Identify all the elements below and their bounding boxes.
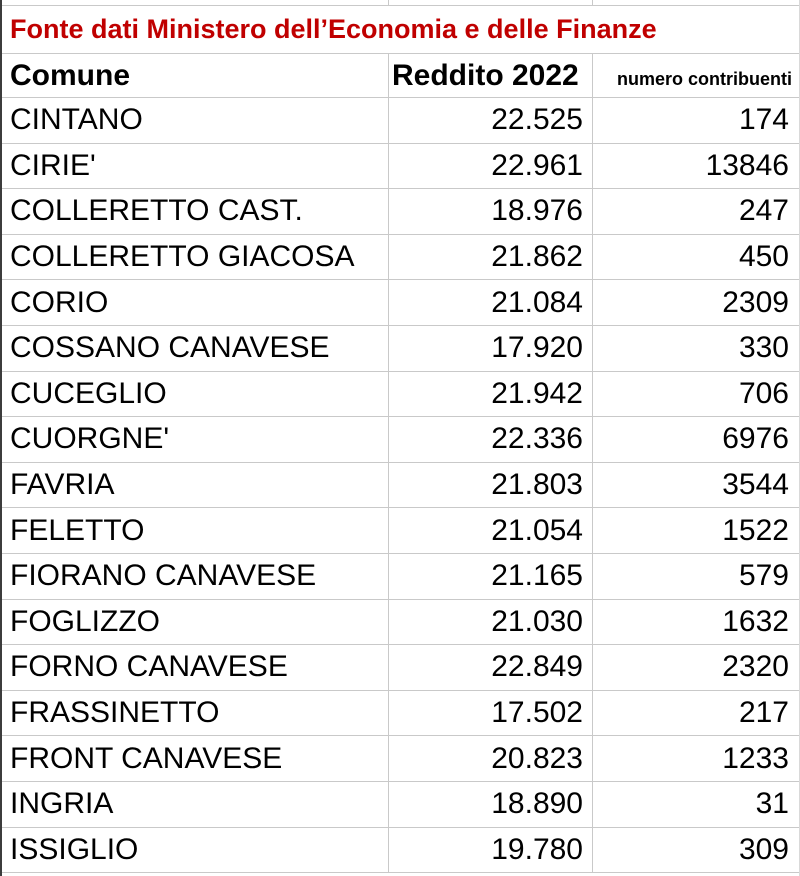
comune-cell[interactable]: FAVRIA <box>2 462 389 508</box>
reddito-cell[interactable]: 20.823 <box>389 736 593 781</box>
reddito-cell[interactable]: 18.976 <box>389 189 593 234</box>
contribuenti-cell[interactable]: 450 <box>738 240 789 274</box>
table-row: FAVRIA 21.803 3544 <box>2 462 799 509</box>
table-row: COSSANO CANAVESE 17.920 330 <box>2 325 799 372</box>
table-row: COLLERETTO CAST. 18.976 247 <box>2 189 799 235</box>
partial-cell <box>593 0 799 5</box>
partial-cell <box>2 0 389 5</box>
comune-cell[interactable]: FRASSINETTO <box>2 690 389 736</box>
table-header-row: Comune Reddito 2022 numero contribuenti <box>2 54 799 98</box>
contribuenti-cell[interactable]: 6976 <box>722 422 789 456</box>
contribuenti-cell[interactable]: 309 <box>738 832 789 866</box>
contribuenti-cell[interactable]: 706 <box>738 376 789 410</box>
header-reddito-2022[interactable]: Reddito 2022 <box>389 54 593 97</box>
table-body: CINTANO 22.525 174 CIRIE' 22.961 13846 COLLERE… <box>2 98 799 874</box>
table-row: CUORGNE' 22.336 6976 <box>2 417 799 463</box>
table-row: CIRIE' 22.961 13846 <box>2 143 799 190</box>
contribuenti-cell[interactable]: 3544 <box>722 468 789 502</box>
comune-cell[interactable]: CUCEGLIO <box>2 371 389 417</box>
table-row: FIORANO CANAVESE 21.165 579 <box>2 553 799 600</box>
table-row: FRASSINETTO 17.502 217 <box>2 690 799 737</box>
contribuenti-cell[interactable]: 330 <box>738 331 789 365</box>
table-row: INGRIA 18.890 31 <box>2 781 799 828</box>
table-row: FELETTO 21.054 1522 <box>2 508 799 554</box>
reddito-cell[interactable]: 22.336 <box>389 417 593 462</box>
reddito-cell[interactable]: 21.942 <box>389 371 593 417</box>
source-note-row: Fonte dati Ministero dell’Economia e del… <box>2 6 799 54</box>
contribuenti-cell[interactable]: 174 <box>738 103 789 137</box>
contribuenti-cell[interactable]: 1632 <box>722 604 789 638</box>
reddito-cell[interactable]: 21.803 <box>389 462 593 508</box>
reddito-cell[interactable]: 18.890 <box>389 781 593 827</box>
reddito-cell[interactable]: 22.525 <box>389 98 593 143</box>
table-row: CORIO 21.084 2309 <box>2 280 799 326</box>
table-row: FRONT CANAVESE 20.823 1233 <box>2 736 799 782</box>
comune-cell[interactable]: CORIO <box>2 280 389 325</box>
table-row: CUCEGLIO 21.942 706 <box>2 371 799 418</box>
comune-cell[interactable]: FIORANO CANAVESE <box>2 553 389 599</box>
reddito-cell[interactable]: 19.780 <box>389 827 593 873</box>
contribuenti-cell[interactable]: 13846 <box>705 148 789 182</box>
reddito-cell[interactable]: 21.165 <box>389 553 593 599</box>
table-row: FOGLIZZO 21.030 1632 <box>2 599 799 646</box>
reddito-cell[interactable]: 21.084 <box>389 280 593 325</box>
reddito-cell[interactable]: 21.030 <box>389 599 593 645</box>
contribuenti-cell[interactable]: 247 <box>738 194 789 228</box>
header-comune[interactable]: Comune <box>2 54 389 97</box>
contribuenti-cell[interactable]: 1233 <box>722 741 789 775</box>
comune-cell[interactable]: INGRIA <box>2 781 389 827</box>
header-numero-contribuenti[interactable]: numero contribuenti <box>617 69 792 89</box>
contribuenti-cell[interactable]: 2320 <box>722 650 789 684</box>
reddito-cell[interactable]: 21.054 <box>389 508 593 553</box>
comune-cell[interactable]: FORNO CANAVESE <box>2 645 389 690</box>
contribuenti-cell[interactable]: 579 <box>738 559 789 593</box>
comune-cell[interactable]: FELETTO <box>2 508 389 553</box>
table-row: FORNO CANAVESE 22.849 2320 <box>2 645 799 691</box>
comune-cell[interactable]: CIRIE' <box>2 143 389 189</box>
reddito-cell[interactable]: 22.961 <box>389 143 593 189</box>
comune-cell[interactable]: FRONT CANAVESE <box>2 736 389 781</box>
reddito-cell[interactable]: 17.920 <box>389 325 593 371</box>
contribuenti-cell[interactable]: 1522 <box>722 513 789 547</box>
reddito-cell[interactable]: 21.862 <box>389 234 593 280</box>
comune-cell[interactable]: ISSIGLIO <box>2 827 389 873</box>
comune-cell[interactable]: COLLERETTO CAST. <box>2 189 389 234</box>
table-row: CINTANO 22.525 174 <box>2 98 799 144</box>
comune-cell[interactable]: CINTANO <box>2 98 389 143</box>
table-row: ISSIGLIO 19.780 309 <box>2 827 799 874</box>
contribuenti-cell[interactable]: 31 <box>755 787 789 821</box>
reddito-cell[interactable]: 17.502 <box>389 690 593 736</box>
contribuenti-cell[interactable]: 217 <box>738 696 789 730</box>
source-note-cell[interactable]: Fonte dati Ministero dell’Economia e del… <box>10 14 657 44</box>
comune-cell[interactable]: CUORGNE' <box>2 417 389 462</box>
contribuenti-cell[interactable]: 2309 <box>722 285 789 319</box>
partial-row <box>2 0 799 6</box>
comune-cell[interactable]: COLLERETTO GIACOSA <box>2 234 389 280</box>
partial-cell <box>389 0 593 5</box>
comune-cell[interactable]: FOGLIZZO <box>2 599 389 645</box>
reddito-cell[interactable]: 22.849 <box>389 645 593 690</box>
comune-cell[interactable]: COSSANO CANAVESE <box>2 325 389 371</box>
table-row: COLLERETTO GIACOSA 21.862 450 <box>2 234 799 281</box>
